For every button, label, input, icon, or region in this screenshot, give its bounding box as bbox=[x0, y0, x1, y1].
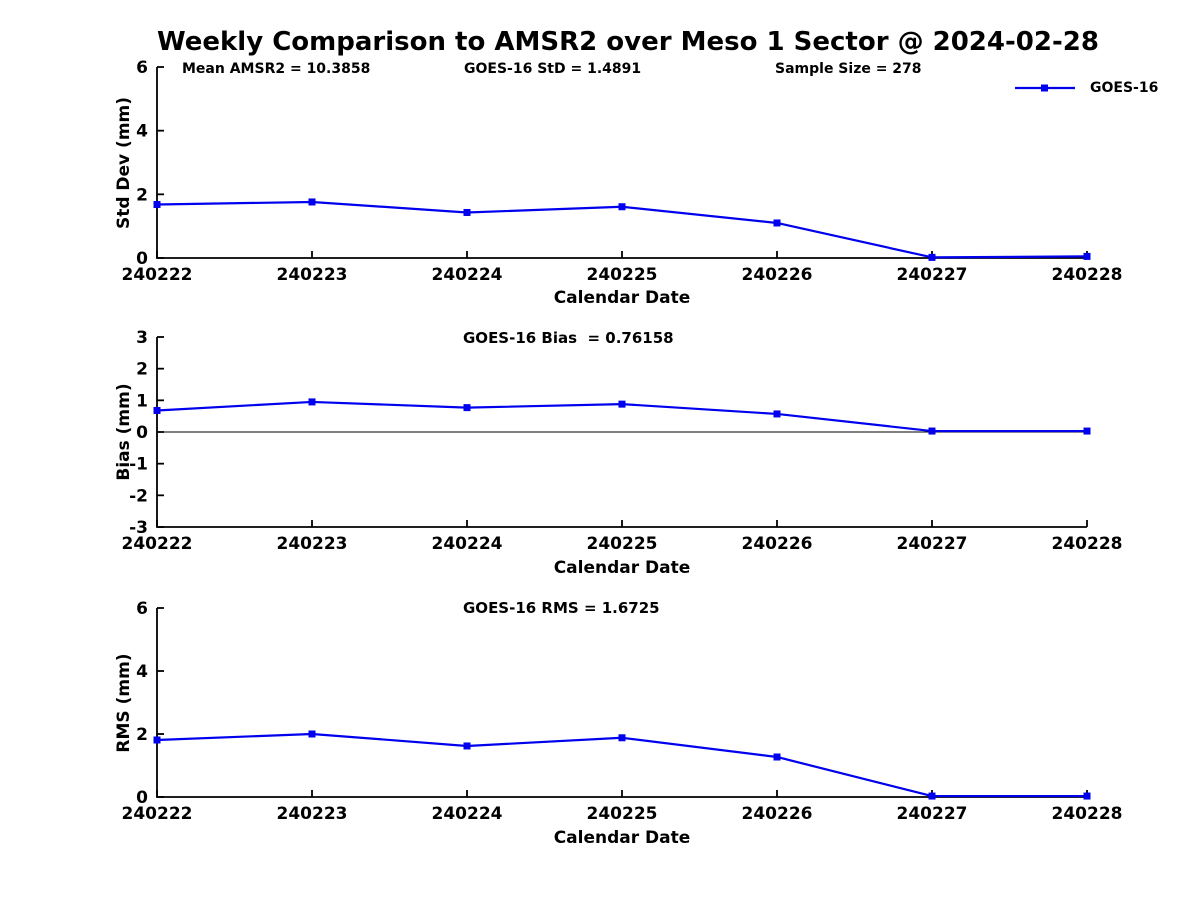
y-tick-label: -1 bbox=[129, 455, 148, 475]
y-tick-label: 6 bbox=[136, 58, 148, 78]
y-tick-label: -2 bbox=[129, 486, 148, 506]
data-point-marker bbox=[463, 404, 471, 412]
data-point-marker bbox=[773, 753, 781, 761]
data-point-marker bbox=[308, 398, 316, 406]
data-point-marker bbox=[308, 730, 316, 738]
axis-frame bbox=[156, 67, 1087, 259]
data-point-marker bbox=[928, 253, 936, 261]
data-point-marker bbox=[153, 736, 161, 744]
figure-title: Weekly Comparison to AMSR2 over Meso 1 S… bbox=[157, 27, 1099, 57]
annotation-mean-amsr2: Mean AMSR2 = 10.3858 bbox=[182, 61, 371, 77]
annotation-goes16-std: GOES-16 StD = 1.4891 bbox=[464, 61, 642, 77]
x-tick-label: 240227 bbox=[897, 804, 968, 824]
legend-marker-icon bbox=[1041, 84, 1048, 92]
legend-label: GOES-16 bbox=[1090, 80, 1159, 96]
xlabel-bias: Calendar Date bbox=[553, 558, 691, 578]
data-point-marker bbox=[1083, 427, 1091, 435]
data-point-marker bbox=[308, 198, 316, 206]
ylabel-rms: RMS (mm) bbox=[114, 653, 134, 753]
x-tick-label: 240226 bbox=[742, 804, 813, 824]
y-tick-label: 6 bbox=[136, 599, 148, 619]
series-line bbox=[156, 200, 1088, 259]
data-point-marker bbox=[618, 734, 626, 742]
bias-chart-title: GOES-16 Bias = 0.76158 bbox=[463, 329, 674, 347]
x-tick-label: 240223 bbox=[277, 804, 348, 824]
data-point-marker bbox=[463, 742, 471, 750]
legend-line-sample bbox=[1015, 84, 1075, 92]
x-tick-label: 240225 bbox=[587, 534, 658, 554]
data-point-marker bbox=[773, 219, 781, 227]
data-point-marker bbox=[928, 427, 936, 435]
x-tick-label: 240225 bbox=[587, 804, 658, 824]
y-tick-label: 1 bbox=[136, 391, 148, 411]
legend: GOES-16 bbox=[1013, 80, 1158, 96]
series-line bbox=[156, 732, 1087, 798]
annotation-sample-size: Sample Size = 278 bbox=[775, 61, 922, 77]
data-point-marker bbox=[618, 400, 626, 408]
y-tick-label: 3 bbox=[136, 328, 148, 348]
y-tick-label: 4 bbox=[136, 662, 148, 682]
y-tick-label: 0 bbox=[136, 249, 148, 269]
x-tick-label: 240223 bbox=[277, 534, 348, 554]
x-tick-label: 240224 bbox=[432, 265, 503, 285]
y-tick-label: 0 bbox=[136, 788, 148, 808]
data-point-marker bbox=[773, 410, 781, 418]
x-tick-label: 240222 bbox=[122, 534, 193, 554]
ylabel-bias: Bias (mm) bbox=[114, 383, 134, 481]
y-tick-label: 4 bbox=[136, 122, 148, 142]
x-tick-label: 240224 bbox=[432, 534, 503, 554]
data-point-marker bbox=[153, 201, 161, 209]
x-tick-label: 240228 bbox=[1052, 534, 1123, 554]
data-point-marker bbox=[618, 203, 626, 211]
x-tick-label: 240226 bbox=[742, 265, 813, 285]
x-tick-label: 240222 bbox=[122, 804, 193, 824]
x-tick-label: 240222 bbox=[122, 265, 193, 285]
x-tick-label: 240226 bbox=[742, 534, 813, 554]
x-tick-label: 240224 bbox=[432, 804, 503, 824]
y-tick-label: 2 bbox=[136, 725, 148, 745]
x-tick-label: 240225 bbox=[587, 265, 658, 285]
x-tick-label: 240228 bbox=[1052, 265, 1123, 285]
axis-frame bbox=[156, 608, 1087, 798]
xlabel-std-dev: Calendar Date bbox=[553, 288, 691, 308]
y-tick-label: -3 bbox=[129, 518, 148, 538]
x-tick-label: 240227 bbox=[897, 265, 968, 285]
data-point-marker bbox=[1083, 792, 1091, 800]
y-tick-label: 2 bbox=[136, 360, 148, 380]
x-tick-label: 240228 bbox=[1052, 804, 1123, 824]
xlabel-rms: Calendar Date bbox=[553, 828, 691, 848]
y-tick-label: 0 bbox=[136, 423, 148, 443]
data-point-marker bbox=[928, 792, 936, 800]
rms-chart-title: GOES-16 RMS = 1.6725 bbox=[463, 599, 660, 617]
data-point-marker bbox=[1083, 252, 1091, 260]
x-tick-label: 240223 bbox=[277, 265, 348, 285]
ylabel-std-dev: Std Dev (mm) bbox=[114, 96, 134, 230]
data-point-marker bbox=[153, 406, 161, 414]
y-tick-label: 2 bbox=[136, 185, 148, 205]
data-point-marker bbox=[463, 208, 471, 216]
x-tick-label: 240227 bbox=[897, 534, 968, 554]
